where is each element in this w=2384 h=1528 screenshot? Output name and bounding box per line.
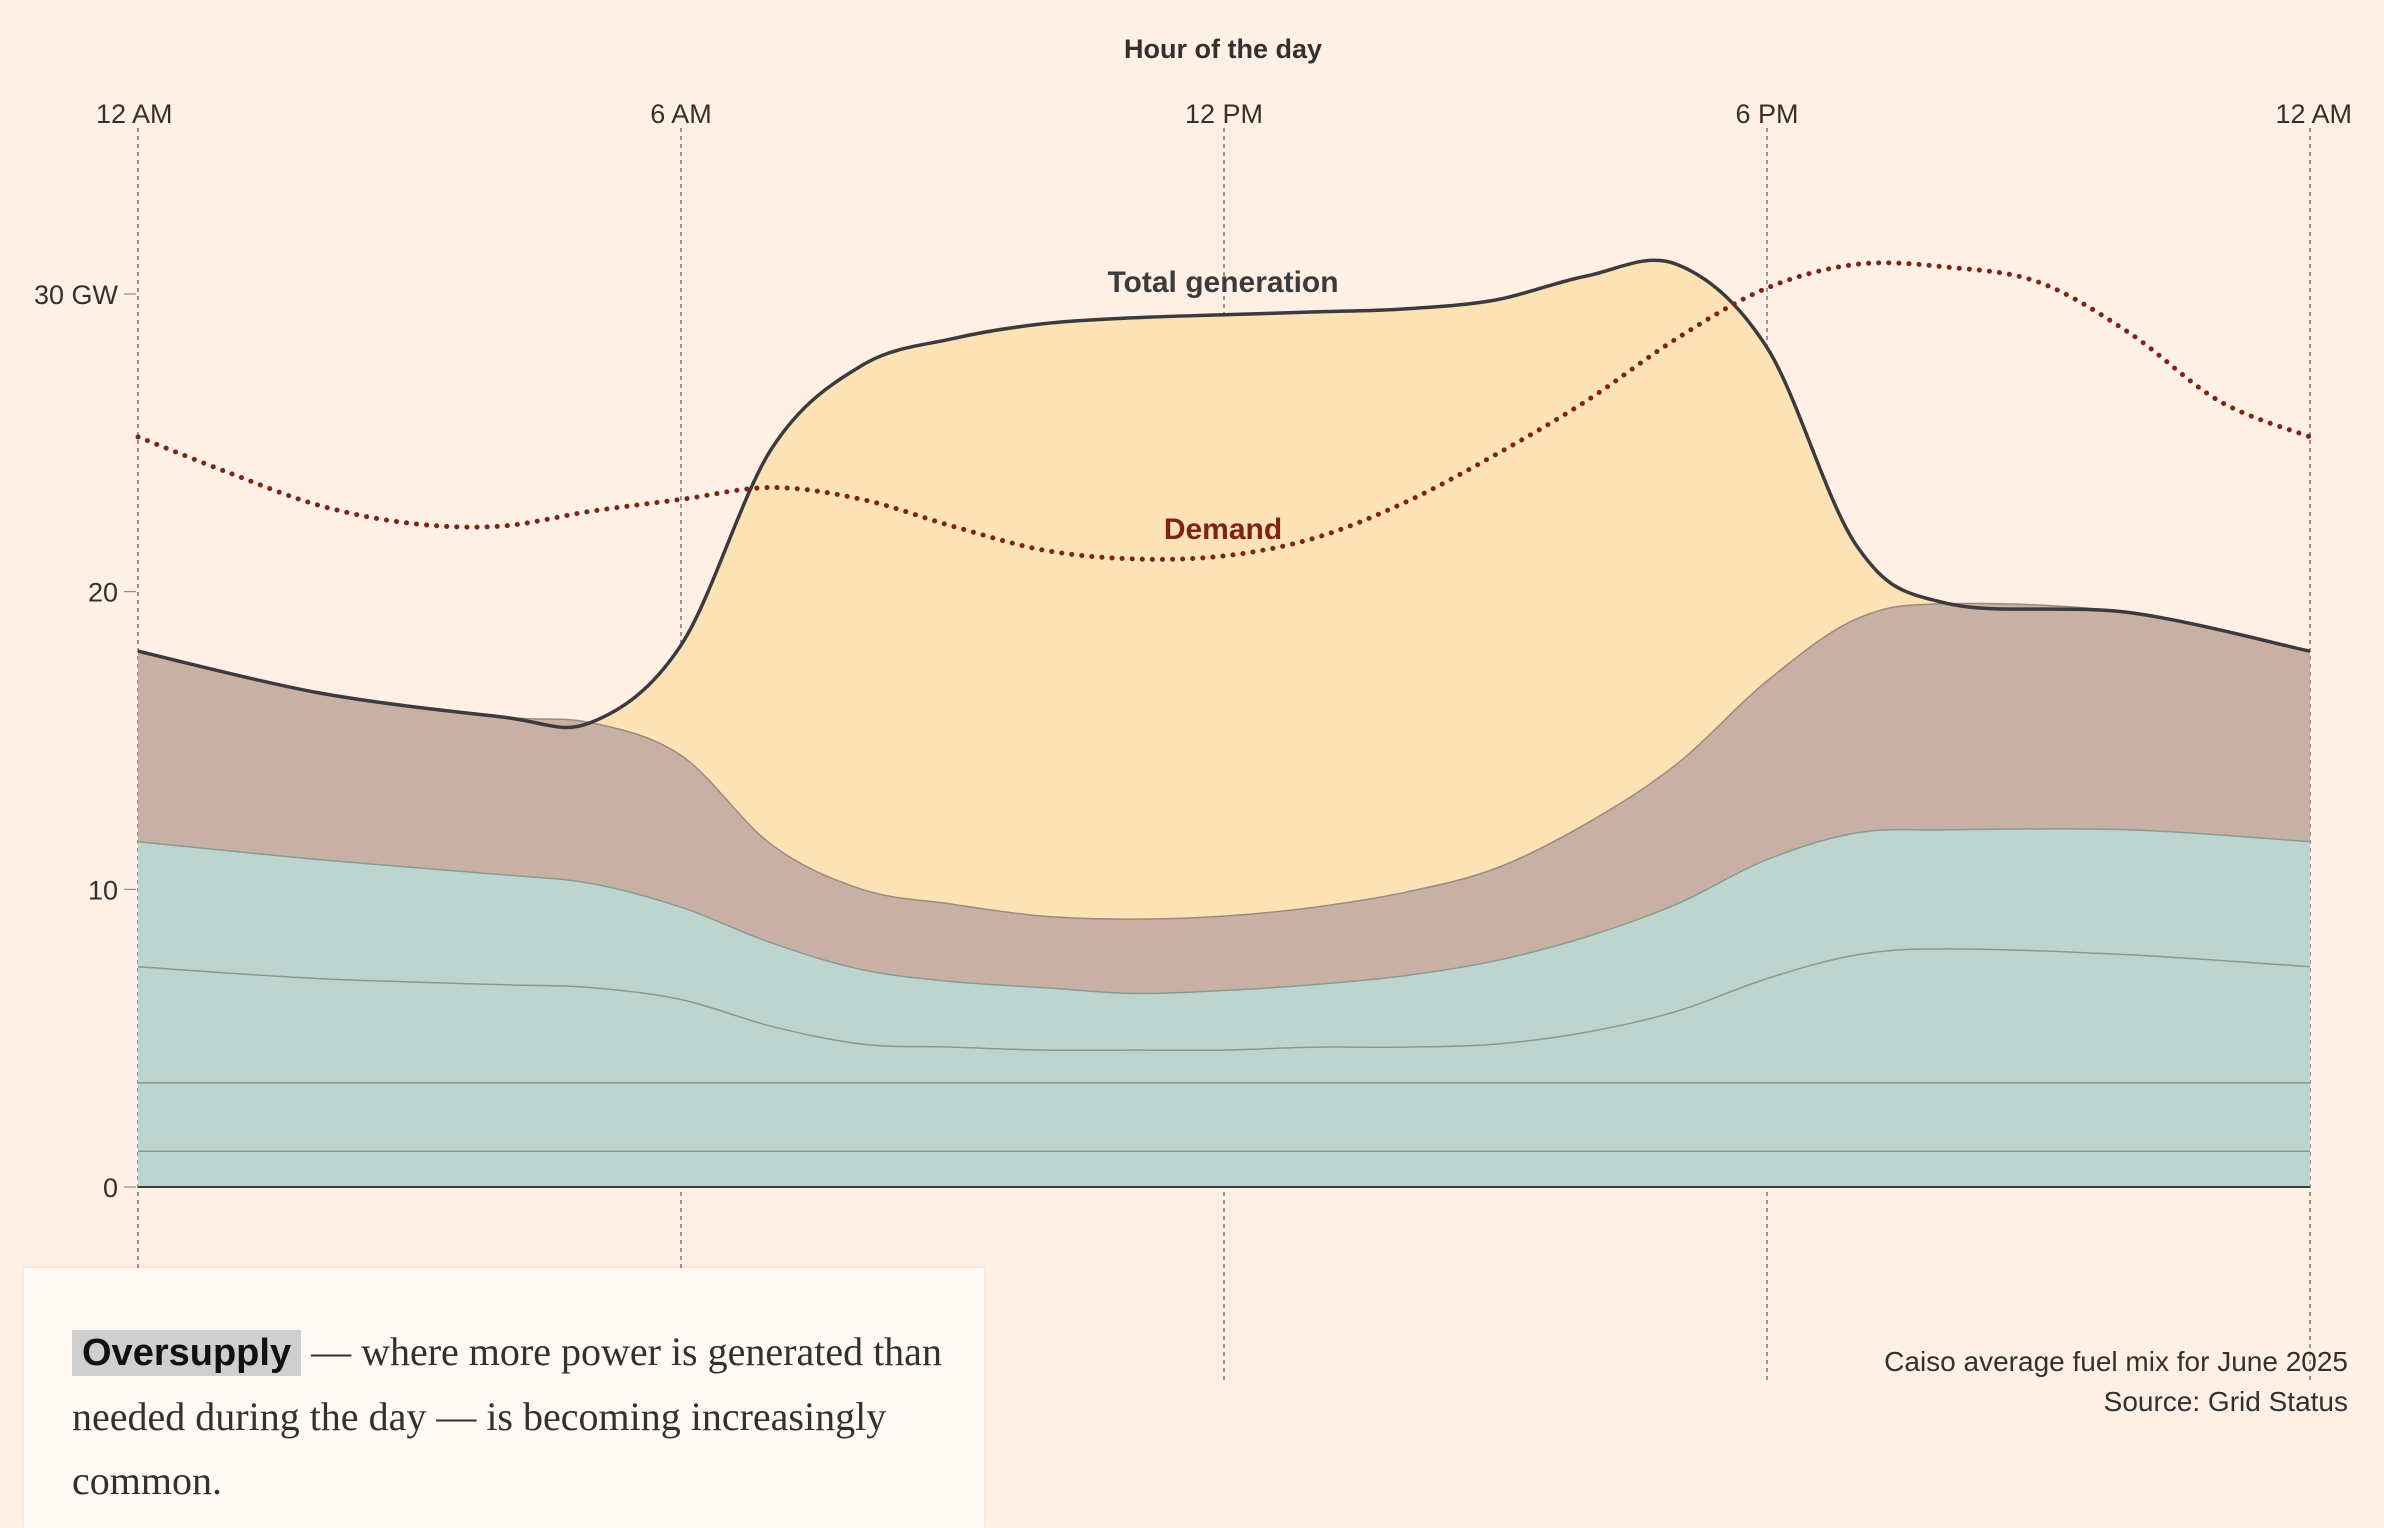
total-generation-line xyxy=(137,258,2311,730)
x-tick-label: 12 AM xyxy=(96,99,173,129)
oversupply-highlight: Oversupply xyxy=(72,1330,302,1376)
x-tick-label: 6 AM xyxy=(650,99,712,129)
y-tick-label: 30 GW xyxy=(34,280,119,310)
x-tick-label: 6 PM xyxy=(1735,99,1798,129)
area-layer-1 xyxy=(138,1151,2310,1187)
caption-box: Oversupply — where more power is generat… xyxy=(24,1268,984,1528)
demand-label: Demand xyxy=(1164,513,1282,546)
caption-body: — where more power is generated than nee… xyxy=(72,1329,942,1503)
y-tick-label: 0 xyxy=(103,1173,118,1203)
x-axis-ticks: 12 AM 6 AM 12 PM 6 PM 12 AM xyxy=(96,99,2352,129)
y-axis-ticks: 0 10 20 30 GW xyxy=(34,280,136,1203)
source-description: Caiso average fuel mix for June 2025 xyxy=(1884,1346,2348,1377)
boundary-layer-3 xyxy=(137,948,2311,1052)
x-axis-title: Hour of the day xyxy=(1124,34,1322,64)
annotations: Total generation Demand xyxy=(1107,266,1338,546)
caption-text: Oversupply — where more power is generat… xyxy=(72,1320,944,1513)
boundary-layer-4 xyxy=(137,828,2311,995)
source-note: Caiso average fuel mix for June 2025 Sou… xyxy=(1884,1342,2348,1422)
source-credit: Source: Grid Status xyxy=(2103,1386,2348,1417)
y-tick-label: 10 xyxy=(88,875,118,905)
x-tick-label: 12 AM xyxy=(2275,99,2352,129)
x-tick-label: 12 PM xyxy=(1185,99,1263,129)
total-generation-label: Total generation xyxy=(1107,266,1338,299)
series-lines xyxy=(135,258,2313,1188)
y-tick-label: 20 xyxy=(88,578,118,608)
demand-line xyxy=(135,260,2313,562)
stacked-areas xyxy=(138,260,2310,1187)
